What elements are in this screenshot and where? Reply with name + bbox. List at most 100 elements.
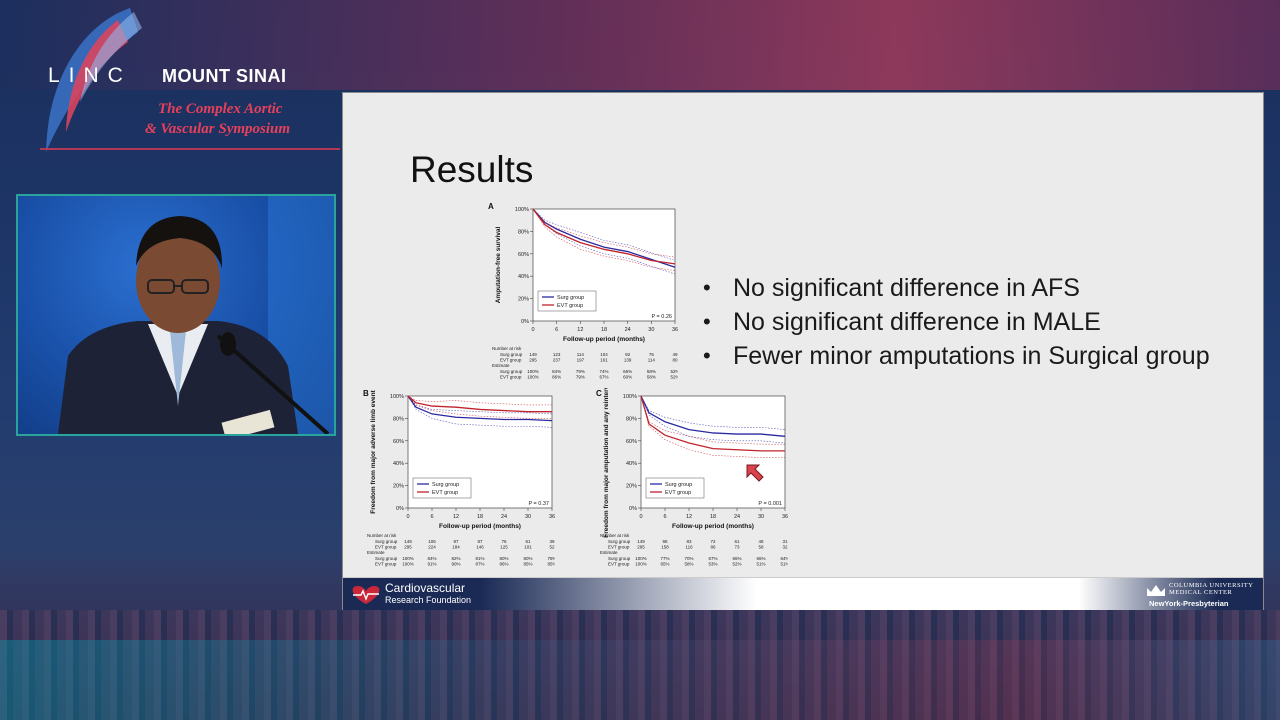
x-tick-label: 18: [477, 514, 483, 520]
risk-value: 61: [734, 539, 740, 544]
risk-value: 86: [710, 545, 716, 550]
estimate-value: 78%: [547, 556, 555, 561]
y-tick-label: 0%: [521, 319, 529, 325]
risk-value: 114: [577, 352, 585, 357]
estimate-value: 80%: [523, 556, 532, 561]
y-axis-label: Freedom from major adverse limb event: [370, 389, 377, 513]
survival-curve: [532, 208, 676, 265]
estimate-value: 77%: [660, 556, 669, 561]
estimate-value: 79%: [576, 369, 585, 374]
y-tick-label: 20%: [518, 297, 529, 303]
confidence-band-upper: [407, 395, 552, 406]
estimate-value: 53%: [708, 562, 717, 567]
y-tick-label: 60%: [626, 439, 637, 445]
risk-table-header: Number at risk: [600, 533, 630, 538]
panel-letter: A: [488, 202, 494, 211]
stage-lights: [0, 640, 1280, 720]
estimate-value: 87%: [475, 562, 484, 567]
risk-value: 106: [428, 539, 436, 544]
estimate-value: 100%: [527, 369, 539, 374]
estimate-row-label: Surg group: [500, 369, 523, 374]
y-tick-label: 100%: [390, 394, 404, 400]
x-tick-label: 24: [625, 327, 631, 333]
risk-value: 104: [600, 352, 608, 357]
panel-letter: B: [363, 389, 369, 398]
estimate-value: 65%: [660, 562, 669, 567]
risk-row-label: EVT group: [500, 358, 522, 363]
confidence-band-lower: [532, 208, 676, 271]
estimate-value: 100%: [402, 562, 414, 567]
confidence-band-lower: [640, 395, 785, 458]
estimate-value: 64%: [780, 556, 788, 561]
branding-divider: [40, 148, 340, 150]
risk-value: 295: [637, 545, 645, 550]
survival-curve: [640, 395, 785, 452]
x-tick-label: 24: [734, 514, 740, 520]
estimate-value: 84%: [427, 556, 436, 561]
x-tick-label: 0: [639, 514, 642, 520]
estimate-row-label: Surg group: [375, 556, 398, 561]
x-tick-label: 6: [663, 514, 666, 520]
confidence-band-upper: [407, 395, 553, 415]
risk-row-label: Surg group: [500, 352, 523, 357]
estimate-row-label: EVT group: [500, 375, 522, 380]
x-axis-label: Follow-up period (months): [672, 523, 754, 530]
risk-value: 295: [529, 358, 537, 363]
risk-table-header: Number at risk: [492, 346, 522, 351]
presentation-slide: Results • No significant difference in AF…: [342, 92, 1264, 610]
risk-value: 98: [662, 539, 668, 544]
estimate-value: 67%: [599, 375, 608, 380]
risk-value: 75: [649, 352, 655, 357]
estimate-value: 51%: [756, 562, 765, 567]
risk-value: 161: [600, 358, 608, 363]
km-plot-c: C 0% 20% 40% 60% 80% 100% 0 6 12 18 24 30 36 Follow-up…: [596, 366, 790, 578]
estimate-value: 66%: [732, 556, 741, 561]
estimate-header: Estimate: [492, 363, 510, 368]
estimate-value: 60%: [623, 375, 632, 380]
bullet-icon: •: [703, 309, 711, 334]
risk-value: 295: [404, 545, 412, 550]
estimate-value: 74%: [599, 369, 608, 374]
x-tick-label: 30: [525, 514, 531, 520]
risk-value: 72: [710, 539, 716, 544]
risk-value: 125: [500, 545, 508, 550]
confidence-band-lower: [640, 395, 786, 444]
x-tick-label: 24: [501, 514, 507, 520]
legend-box: [412, 477, 472, 499]
x-tick-label: 12: [577, 327, 583, 333]
x-tick-label: 30: [758, 514, 764, 520]
estimate-row-label: EVT group: [375, 562, 397, 567]
bullet-item: • Fewer minor amputations in Surgical gro…: [703, 339, 1210, 373]
estimate-value: 70%: [684, 556, 693, 561]
estimate-header: Estimate: [367, 550, 385, 555]
km-chart-svg: C 0% 20% 40% 60% 80% 100% 0 6 12 18 24 30 36 Follow-up…: [596, 366, 790, 567]
risk-value: 149: [529, 352, 537, 357]
y-axis-label: Freedom from major amputation and any re…: [603, 388, 610, 538]
p-value: P = 0.26: [651, 314, 672, 320]
estimate-row-label: EVT group: [608, 562, 630, 567]
footer-band: [343, 578, 1263, 610]
y-tick-label: 100%: [623, 394, 637, 400]
estimate-value: 100%: [635, 556, 647, 561]
estimate-value: 86%: [499, 562, 508, 567]
y-tick-label: 60%: [518, 252, 529, 258]
legend-label: Surg group: [432, 482, 459, 488]
risk-value: 139: [624, 358, 632, 363]
x-tick-label: 6: [555, 327, 558, 333]
risk-row-label: EVT group: [608, 545, 630, 550]
estimate-value: 86%: [552, 375, 561, 380]
legend-label: EVT group: [432, 490, 458, 496]
audience-background: [0, 610, 1280, 720]
slide-title: Results: [410, 149, 534, 190]
y-tick-label: 40%: [626, 461, 637, 467]
survival-curve: [407, 395, 552, 413]
risk-value: 184: [452, 545, 460, 550]
x-axis-label: Follow-up period (months): [439, 523, 521, 530]
panel-letter: C: [596, 389, 602, 398]
p-value: P = 0.37: [528, 501, 549, 507]
risk-value: 97: [453, 539, 459, 544]
bullet-text: No significant difference in MALE: [733, 308, 1101, 336]
confidence-band-upper: [640, 395, 785, 445]
estimate-value: 90%: [451, 562, 460, 567]
y-tick-label: 80%: [518, 229, 529, 235]
